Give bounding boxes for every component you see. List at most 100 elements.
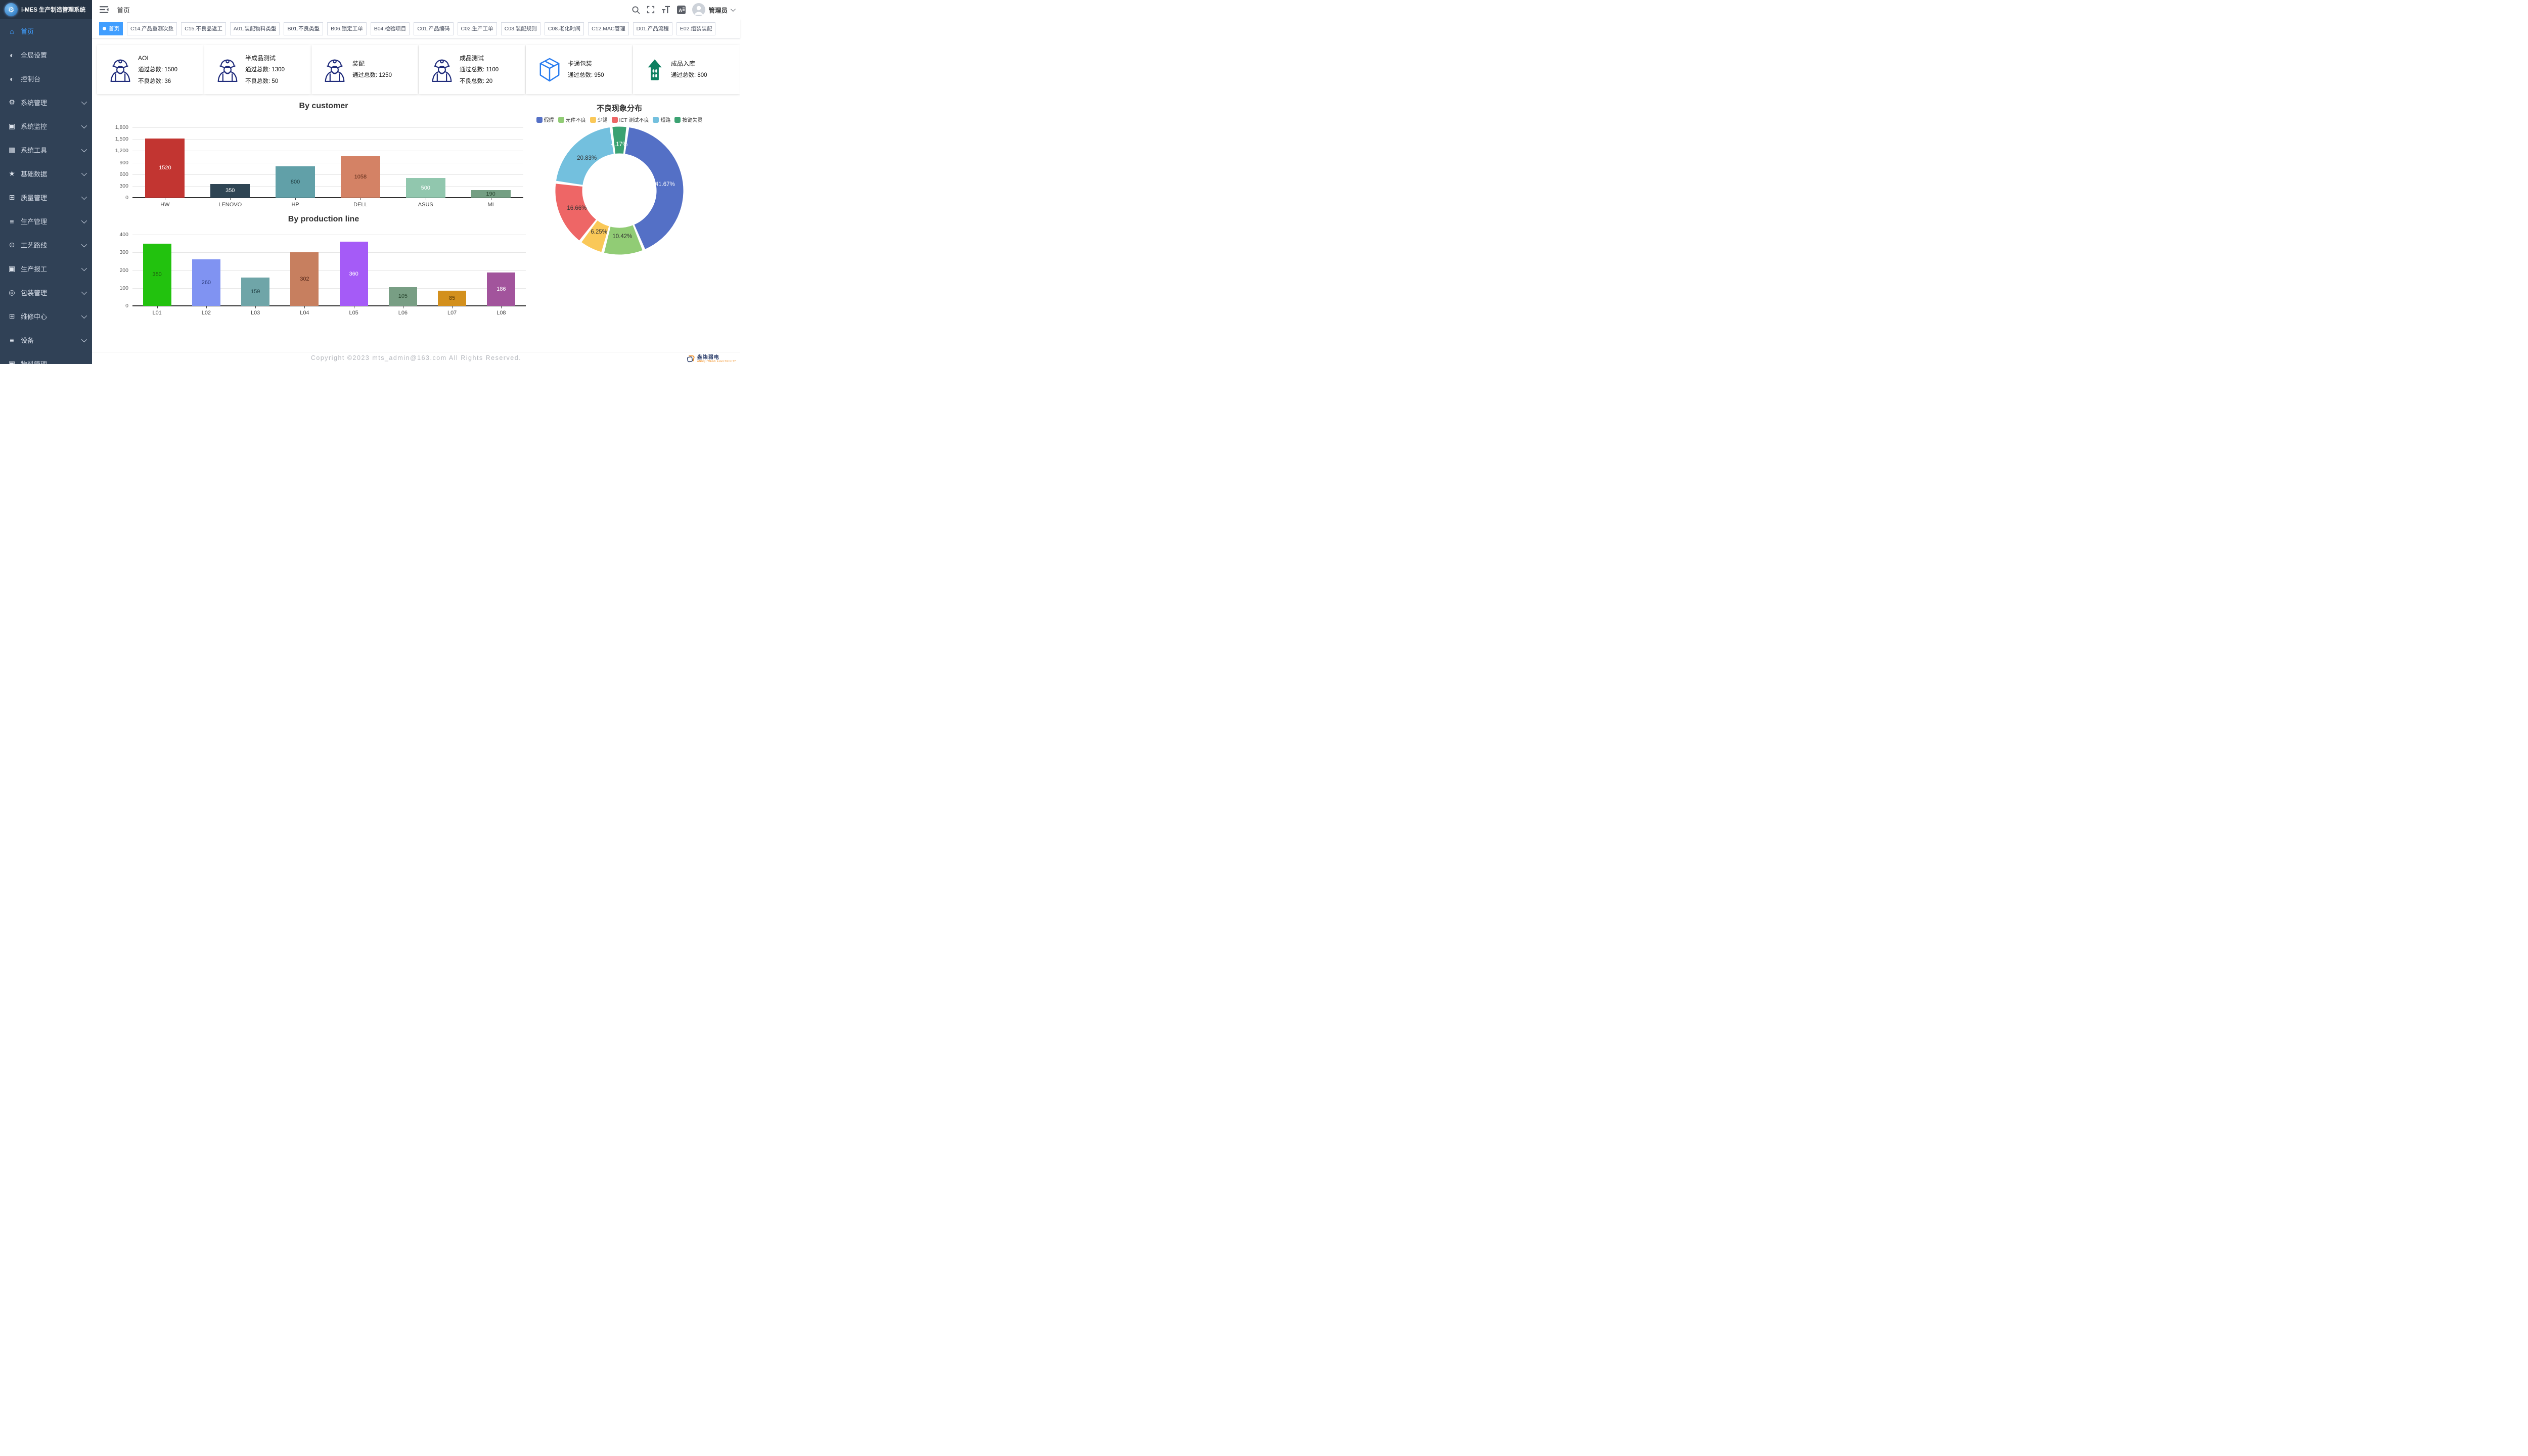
package-icon: ◎ [9, 288, 15, 296]
footer: Copyright ©2023 mts_admin@163.com All Ri… [92, 352, 740, 364]
legend-swatch [590, 116, 596, 123]
pie-percent-label: 6.25% [591, 229, 607, 235]
legend-label: ICT 测试不良 [619, 118, 649, 123]
stat-card-4: 卡通包装 通过总数: 950 [526, 45, 633, 94]
sidebar-item-1[interactable]: ◐ 全局设置 [0, 43, 92, 67]
list-icon: ≡ [10, 217, 14, 225]
sidebar-item-7[interactable]: ⊞ 质量管理 [0, 186, 92, 209]
legend-swatch [653, 116, 659, 123]
font-size-icon[interactable] [661, 6, 670, 14]
tab-7[interactable]: C01.产品编码 [414, 22, 454, 35]
bar-value-label: 260 [201, 280, 211, 286]
breadcrumb[interactable]: 首页 [117, 6, 130, 14]
sidebar-item-8[interactable]: ≡ 生产管理 [0, 209, 92, 233]
sidebar-toggle-icon[interactable] [100, 6, 109, 14]
fullscreen-icon[interactable] [647, 6, 655, 14]
tab-5[interactable]: B06.锁定工单 [327, 22, 367, 35]
x-tick [501, 306, 502, 308]
sidebar-item-14[interactable]: ▣ 物料管理 [0, 352, 92, 364]
tab-1[interactable]: C14.产品重测次数 [127, 22, 177, 35]
worker-icon [432, 59, 452, 82]
chevron-down-icon [81, 122, 87, 128]
y-tick-label: 1,200 [115, 148, 128, 154]
tab-11[interactable]: C12.MAC管理 [588, 22, 629, 35]
legend-item[interactable]: 假焊 [536, 116, 554, 123]
monitor-icon: ▣ [8, 359, 16, 364]
sidebar-item-0[interactable]: ⌂ 首页 [0, 19, 92, 43]
sidebar-item-9[interactable]: ⊙ 工艺路线 [0, 233, 92, 257]
sidebar-menu: ⌂ 首页 ◐ 全局设置 ◐ 控制台 ⚙ 系统管理 ▣ 系统监控 ▦ 系统工具 ★ 基础数据 ⊞ 质量管理 ≡ 生产… [0, 19, 92, 364]
grid-icon: ⊞ [9, 193, 15, 201]
language-icon[interactable]: A [677, 5, 686, 14]
tab-0[interactable]: 首页 [99, 22, 123, 35]
bar-L07 [438, 291, 467, 306]
x-category-label: L05 [349, 310, 358, 316]
tab-label: A01.装配物料类型 [233, 26, 277, 32]
bar-value-label: 500 [421, 185, 430, 191]
tab-10[interactable]: C08.老化时间 [544, 22, 584, 35]
tab-4[interactable]: B01.不良类型 [284, 22, 324, 35]
gridline [132, 139, 523, 140]
x-tick [255, 306, 256, 308]
sidebar-item-4[interactable]: ▣ 系统监控 [0, 114, 92, 138]
sidebar-item-13[interactable]: ≡ 设备 [0, 328, 92, 352]
search-icon[interactable] [631, 6, 640, 14]
worker-icon [110, 59, 130, 82]
tab-12[interactable]: D01.产品流程 [633, 22, 672, 35]
sidebar-item-6[interactable]: ★ 基础数据 [0, 162, 92, 186]
bar-DELL [340, 156, 380, 198]
gauge-icon: ◐ [10, 51, 14, 59]
tab-13[interactable]: E02.组装装配 [676, 22, 716, 35]
stat-card-2: 装配 通过总数: 1250 [311, 45, 418, 94]
x-category-label: L04 [300, 310, 309, 316]
bar-value-label: 85 [449, 295, 456, 302]
chevron-down-icon [81, 99, 87, 105]
legend-item[interactable]: 按键失灵 [674, 116, 702, 123]
x-tick [295, 198, 296, 200]
bar-value-label: 800 [290, 179, 300, 186]
sidebar-item-12[interactable]: ⊞ 维修中心 [0, 304, 92, 328]
topbar-actions: A 管理员 [631, 3, 736, 16]
chevron-down-icon [81, 336, 87, 342]
tab-label: C01.产品编码 [417, 26, 450, 32]
x-category-label: L08 [496, 310, 506, 316]
chevron-down-icon [81, 265, 87, 271]
chevron-down-icon [81, 194, 87, 200]
sidebar-item-label: 基础数据 [21, 170, 48, 178]
sidebar-item-label: 控制台 [21, 75, 41, 83]
bar-L05 [339, 242, 368, 306]
stat-card-title: 卡通包装 [568, 60, 593, 67]
bar-value-label: 190 [486, 191, 495, 197]
pie-slice-元件不良 [604, 225, 643, 255]
stat-cards: AOI 通过总数: 1500 不良总数: 36 半成品测试 通过总数: 1300 不良总数… [97, 45, 740, 94]
tab-label: C08.老化时间 [548, 26, 581, 32]
legend-item[interactable]: 少锡 [590, 116, 608, 123]
legend-item[interactable]: ICT 测试不良 [611, 116, 649, 123]
sidebar-item-11[interactable]: ◎ 包装管理 [0, 281, 92, 304]
tab-9[interactable]: C03.装配规则 [501, 22, 540, 35]
tab-2[interactable]: C15.不良品返工 [181, 22, 226, 35]
user-menu[interactable]: 管理员 [692, 3, 736, 16]
sidebar-item-10[interactable]: ▣ 生产报工 [0, 257, 92, 281]
sidebar-item-3[interactable]: ⚙ 系统管理 [0, 90, 92, 114]
legend-swatch [674, 116, 681, 123]
legend-item[interactable]: 元件不良 [558, 116, 586, 123]
bar-HP [276, 166, 315, 198]
app-logo-icon: ⚙ [5, 3, 18, 16]
y-tick-label: 1,800 [115, 124, 128, 130]
tab-6[interactable]: B04.检验项目 [370, 22, 410, 35]
y-tick-label: 900 [119, 159, 128, 166]
sidebar-item-label: 物料管理 [21, 359, 47, 364]
bar-value-label: 105 [398, 293, 408, 300]
gauge-icon: ◐ [10, 74, 14, 83]
sidebar-item-5[interactable]: ▦ 系统工具 [0, 138, 92, 162]
tab-8[interactable]: C02.生产工单 [457, 22, 497, 35]
x-axis-line [132, 197, 523, 198]
x-category-label: ASUS [418, 202, 433, 208]
tab-3[interactable]: A01.装配物料类型 [230, 22, 280, 35]
legend-label: 少锡 [597, 118, 608, 123]
sidebar-item-2[interactable]: ◐ 控制台 [0, 67, 92, 90]
worker-icon [217, 59, 238, 82]
tab-label: C02.生产工单 [461, 26, 493, 32]
legend-item[interactable]: 短路 [653, 116, 670, 123]
